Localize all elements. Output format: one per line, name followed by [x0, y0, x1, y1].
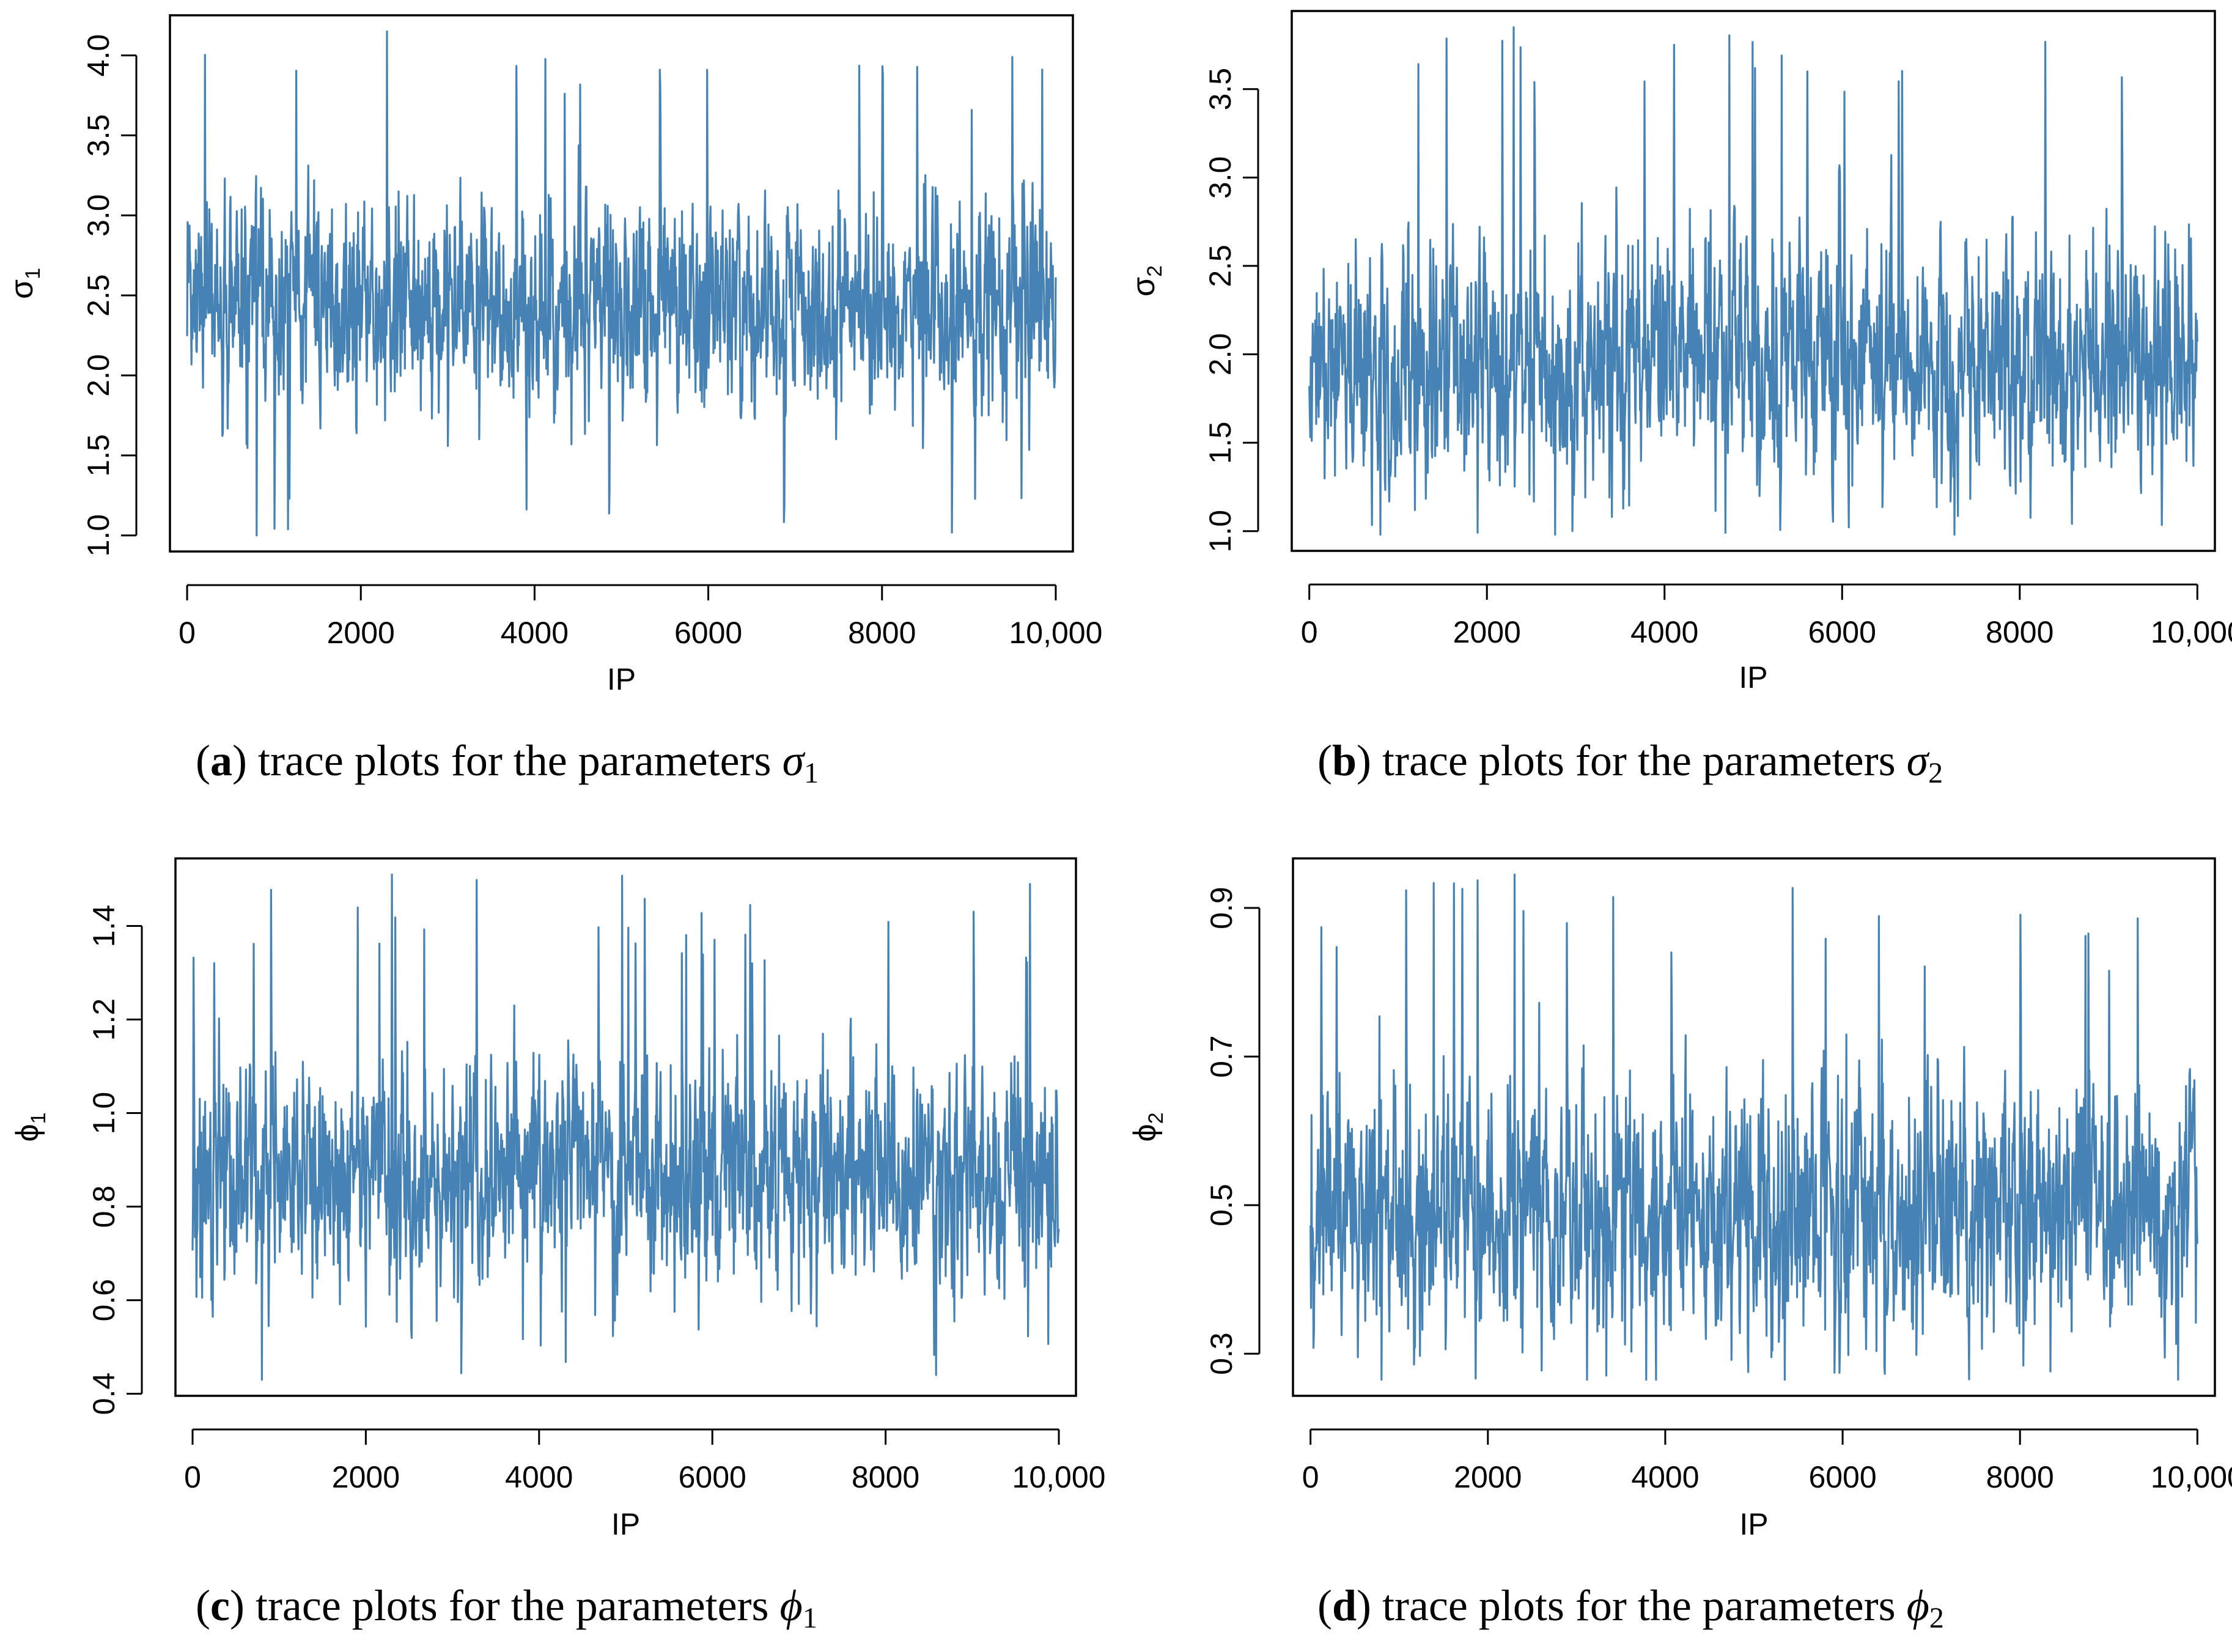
x-tick-label: 0 — [1301, 615, 1318, 649]
y-tick-label: 1.2 — [87, 998, 121, 1041]
y-tick-label: 0.4 — [87, 1373, 121, 1415]
y-tick-label: 2.5 — [81, 274, 116, 317]
y-tick-label: 0.7 — [1204, 1035, 1239, 1078]
trace-plot-a: 0 2000 4000 6000 8000 10,000 IP 1.0 1.5 2.0 2.5 3.0… — [4, 14, 1102, 696]
x-axis-d: 0 2000 4000 6000 8000 10,000 — [1302, 1428, 2232, 1494]
x-tick-label: 8000 — [848, 616, 916, 650]
x-tick-label: 8000 — [1986, 1460, 2054, 1494]
x-tick-label: 10,000 — [2151, 615, 2232, 649]
y-tick-label: 0.9 — [1204, 887, 1239, 929]
y-tick-label: 1.0 — [1203, 510, 1237, 553]
trace-line-a — [186, 30, 1057, 537]
y-tick-label: 1.5 — [81, 434, 116, 477]
y-axis-b: 1.0 1.5 2.0 2.5 3.0 3.5 — [1203, 68, 1259, 553]
x-tick-label: 6000 — [679, 1460, 746, 1494]
x-tick-label: 2000 — [1454, 1460, 1522, 1494]
y-tick-label: 1.5 — [1203, 421, 1237, 464]
x-tick-label: 4000 — [1631, 1460, 1699, 1494]
x-tick-label: 0 — [1302, 1460, 1319, 1494]
trace-plot-d: 0 2000 4000 6000 8000 10,000 IP 0.3 0.5 0.7 0.9 ϕ2 — [1127, 857, 2232, 1541]
x-tick-label: 6000 — [1808, 1460, 1876, 1494]
x-tick-label: 2000 — [327, 616, 395, 650]
x-tick-label: 6000 — [674, 616, 742, 650]
y-tick-label: 3.5 — [1203, 68, 1237, 111]
caption-d: (d) trace plots for the parameters ϕ2 — [1317, 1581, 1944, 1634]
x-tick-label: 6000 — [1808, 615, 1876, 649]
x-tick-label: 0 — [179, 616, 196, 650]
y-axis-c: 0.4 0.6 0.8 1.0 1.2 1.4 — [87, 905, 143, 1415]
y-tick-label: 0.3 — [1204, 1332, 1239, 1375]
y-tick-label: 2.5 — [1203, 245, 1237, 287]
y-axis-label-a: σ1 — [4, 268, 45, 299]
y-axis-a: 1.0 1.5 2.0 2.5 3.0 3.5 4.0 — [81, 34, 138, 557]
trace-line-d — [1309, 873, 2198, 1381]
y-axis-label-d: ϕ2 — [1127, 1112, 1168, 1141]
x-tick-label: 8000 — [1986, 615, 2053, 649]
caption-a: (a) trace plots for the parameters σ1 — [196, 736, 819, 789]
trace-line-c — [191, 873, 1060, 1381]
y-axis-label-c: ϕ1 — [10, 1112, 50, 1141]
x-axis-b: 0 2000 4000 6000 8000 10,000 — [1301, 583, 2232, 649]
x-tick-label: 4000 — [501, 616, 569, 650]
x-tick-label: 4000 — [505, 1460, 573, 1494]
caption-c: (c) trace plots for the parameters ϕ1 — [196, 1581, 817, 1634]
x-tick-label: 4000 — [1630, 615, 1698, 649]
trace-line-b — [1308, 26, 2198, 536]
y-tick-label: 3.5 — [81, 114, 116, 157]
y-tick-label: 3.0 — [81, 194, 116, 237]
x-tick-label: 10,000 — [1009, 616, 1102, 650]
x-tick-label: 10,000 — [1012, 1460, 1106, 1494]
y-axis-label-b: σ2 — [1126, 265, 1166, 297]
x-axis-label-d: IP — [1739, 1507, 1768, 1541]
x-axis-a: 0 2000 4000 6000 8000 10,000 — [179, 584, 1102, 650]
plot-frame-d — [1292, 857, 2216, 1397]
plot-frame-b — [1291, 10, 2216, 552]
y-axis-d: 0.3 0.5 0.7 0.9 — [1204, 887, 1261, 1375]
y-tick-label: 4.0 — [81, 34, 116, 77]
x-tick-label: 2000 — [1453, 615, 1521, 649]
x-axis-label-c: IP — [611, 1507, 640, 1541]
plot-frame-a — [169, 14, 1074, 553]
y-tick-label: 2.0 — [1203, 333, 1237, 376]
x-axis-label-b: IP — [1739, 660, 1767, 695]
x-axis-label-a: IP — [607, 662, 636, 696]
caption-b: (b) trace plots for the parameters σ2 — [1317, 736, 1943, 789]
plot-frame-c — [174, 857, 1077, 1397]
y-tick-label: 0.5 — [1204, 1184, 1239, 1226]
y-tick-label: 0.8 — [87, 1186, 121, 1228]
y-tick-label: 0.6 — [87, 1279, 121, 1322]
y-tick-label: 1.0 — [81, 514, 116, 557]
x-tick-label: 2000 — [332, 1460, 400, 1494]
x-tick-label: 8000 — [852, 1460, 919, 1494]
y-tick-label: 1.0 — [87, 1092, 121, 1135]
y-tick-label: 3.0 — [1203, 157, 1237, 199]
y-tick-label: 2.0 — [81, 354, 116, 397]
x-tick-label: 0 — [184, 1460, 201, 1494]
x-tick-label: 10,000 — [2151, 1460, 2232, 1494]
x-axis-c: 0 2000 4000 6000 8000 10,000 — [184, 1428, 1106, 1494]
trace-plot-c: 0 2000 4000 6000 8000 10,000 IP 0.4 0.6 0.8 1.0 1.2… — [10, 857, 1106, 1541]
y-tick-label: 1.4 — [87, 905, 121, 948]
trace-plot-b: 0 2000 4000 6000 8000 10,000 IP 1.0 1.5 2.0 2.5 3.0… — [1126, 10, 2232, 695]
